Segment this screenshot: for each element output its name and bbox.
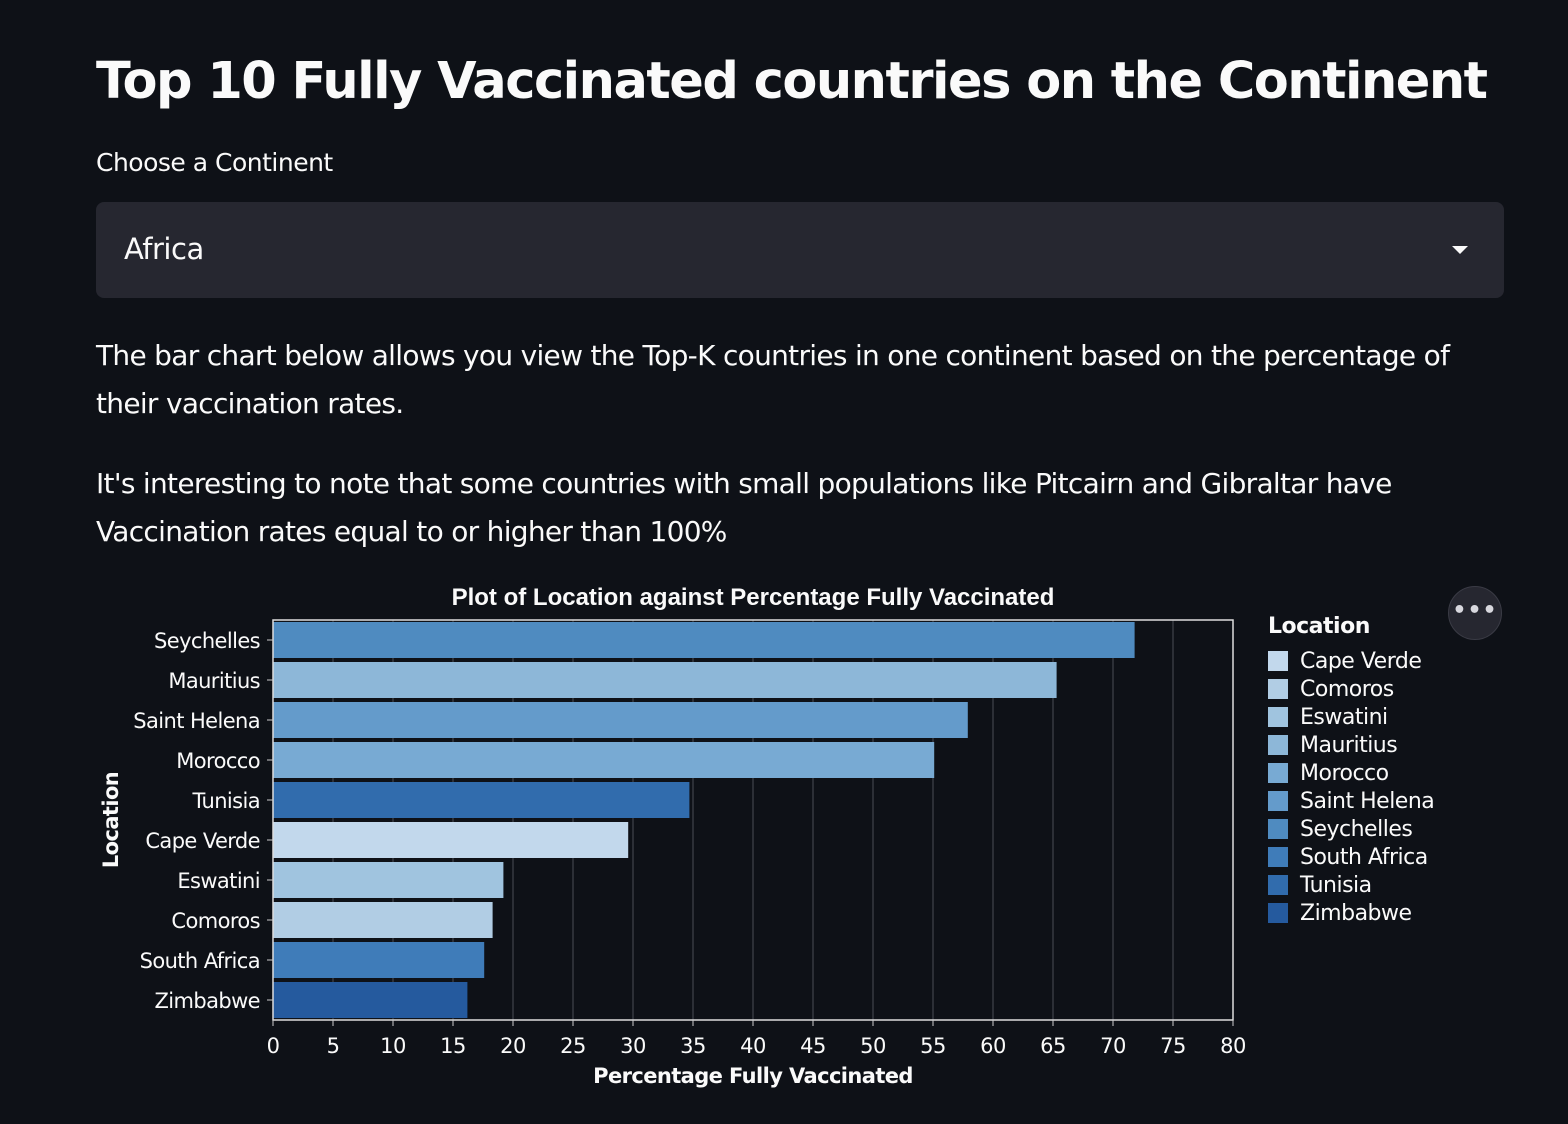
y-tick-label: Eswatini (177, 869, 260, 893)
legend-item: South Africa (1268, 843, 1434, 871)
x-tick-label: 80 (1220, 1034, 1246, 1058)
legend-label: Seychelles (1300, 816, 1413, 842)
y-tick-label: Seychelles (154, 629, 260, 653)
legend-swatch (1268, 791, 1288, 811)
legend-swatch (1268, 875, 1288, 895)
y-tick-label: Saint Helena (133, 709, 260, 733)
legend-title: Location (1268, 614, 1370, 639)
bar (273, 982, 468, 1018)
x-tick-label: 5 (327, 1034, 340, 1058)
y-tick-label: Comoros (171, 909, 260, 933)
legend-label: Comoros (1300, 676, 1394, 702)
bar (273, 782, 690, 818)
legend-item: Comoros (1268, 675, 1434, 703)
x-tick-label: 20 (500, 1034, 526, 1058)
bar (273, 942, 485, 978)
x-tick-label: 25 (560, 1034, 586, 1058)
x-tick-label: 75 (1160, 1034, 1186, 1058)
y-tick-label: Zimbabwe (154, 989, 260, 1013)
y-tick-label: Tunisia (191, 789, 260, 813)
bar (273, 662, 1057, 698)
legend-item: Eswatini (1268, 703, 1434, 731)
description-paragraph-1: The bar chart below allows you view the … (96, 339, 1450, 420)
legend-swatch (1268, 847, 1288, 867)
bar (273, 742, 935, 778)
legend-item: Zimbabwe (1268, 899, 1434, 927)
legend-swatch (1268, 819, 1288, 839)
legend-label: Zimbabwe (1300, 900, 1412, 926)
x-axis-title: Percentage Fully Vaccinated (593, 1064, 913, 1088)
bar (273, 622, 1135, 658)
legend-label: Tunisia (1300, 872, 1372, 898)
legend-item: Morocco (1268, 759, 1434, 787)
chart-menu-button[interactable]: ••• (1448, 586, 1502, 640)
legend-label: Saint Helena (1300, 788, 1435, 814)
legend-label: South Africa (1300, 844, 1428, 870)
chart-title: Plot of Location against Percentage Full… (452, 584, 1055, 611)
legend-item: Saint Helena (1268, 787, 1435, 815)
y-tick-label: Mauritius (168, 669, 260, 693)
x-tick-label: 30 (620, 1034, 646, 1058)
continent-select-label: Choose a Continent (96, 148, 333, 177)
legend-item: Tunisia (1268, 871, 1434, 899)
x-tick-label: 15 (440, 1034, 466, 1058)
x-tick-label: 45 (800, 1034, 826, 1058)
description-paragraph-2: It's interesting to note that some count… (96, 467, 1392, 548)
legend-swatch (1268, 651, 1288, 671)
legend-items: Cape Verde Comoros Eswatini Mauritius Morocc… (1268, 647, 1435, 927)
legend-item: Mauritius (1268, 731, 1434, 759)
x-tick-label: 60 (980, 1034, 1006, 1058)
y-tick-label: Morocco (176, 749, 260, 773)
more-horizontal-icon[interactable]: ••• (1452, 598, 1498, 623)
legend-label: Mauritius (1300, 732, 1398, 758)
legend-swatch (1268, 903, 1288, 923)
page-title: Top 10 Fully Vaccinated countries on the… (96, 52, 1488, 111)
y-tick-label: South Africa (140, 949, 260, 973)
x-tick-label: 70 (1100, 1034, 1126, 1058)
continent-select[interactable]: Africa (96, 202, 1504, 298)
caret-down-icon[interactable] (1452, 246, 1468, 254)
bar (273, 902, 493, 938)
x-tick-label: 40 (740, 1034, 766, 1058)
legend-label: Morocco (1300, 760, 1389, 786)
x-tick-label: 50 (860, 1034, 886, 1058)
x-tick-label: 10 (380, 1034, 406, 1058)
legend-swatch (1268, 735, 1288, 755)
x-tick-label: 55 (920, 1034, 946, 1058)
x-tick-label: 65 (1040, 1034, 1066, 1058)
legend-label: Cape Verde (1300, 648, 1422, 674)
bar (273, 702, 968, 738)
legend-swatch (1268, 763, 1288, 783)
chart-legend: Location Cape Verde Comoros Eswatini Maurit… (1268, 614, 1435, 927)
continent-select-value: Africa (124, 232, 204, 266)
legend-swatch (1268, 679, 1288, 699)
bar-chart: Plot of Location against Percentage Full… (99, 584, 1246, 1088)
x-tick-label: 0 (267, 1034, 280, 1058)
legend-swatch (1268, 707, 1288, 727)
legend-item: Cape Verde (1268, 647, 1434, 675)
x-tick-label: 35 (680, 1034, 706, 1058)
y-tick-label: Cape Verde (145, 829, 260, 853)
y-axis-title: Location (99, 772, 123, 868)
bar (273, 822, 629, 858)
legend-item: Seychelles (1268, 815, 1434, 843)
legend-label: Eswatini (1300, 704, 1388, 730)
bar (273, 862, 504, 898)
